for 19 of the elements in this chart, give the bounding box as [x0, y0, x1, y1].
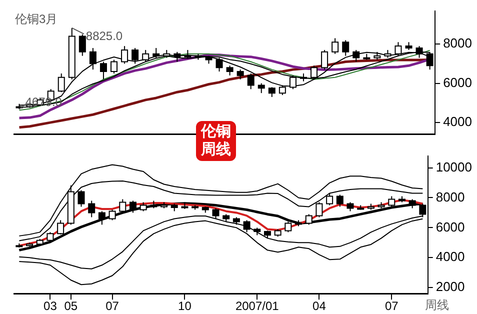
y-tick-label: 2000 — [436, 279, 465, 294]
x-tick-label: 05 — [64, 299, 78, 314]
x-tick-label: 2007/01 — [235, 299, 280, 314]
y-tick-label: 6000 — [443, 74, 472, 90]
x-tick-label: 10 — [178, 299, 192, 314]
annotation: 8825.0 — [86, 28, 123, 43]
y-tick-label: 4000 — [436, 249, 465, 264]
x-tick-label: 07 — [384, 299, 399, 314]
y-tick-label: 8000 — [443, 36, 472, 51]
chart-title: 伦铜3月 — [15, 12, 58, 26]
annotation: 伦铜周线 — [196, 121, 236, 161]
y-tick-label: 8000 — [436, 189, 465, 204]
x-tick-label: 03 — [44, 299, 58, 314]
x-tick-label: 07 — [106, 299, 120, 314]
y-tick-label: 10000 — [436, 159, 472, 174]
x-tick-label: 04 — [312, 299, 326, 314]
y-tick-label: 4000 — [443, 114, 472, 130]
y-tick-label: 6000 — [436, 219, 465, 234]
text: 周线 — [425, 297, 449, 314]
